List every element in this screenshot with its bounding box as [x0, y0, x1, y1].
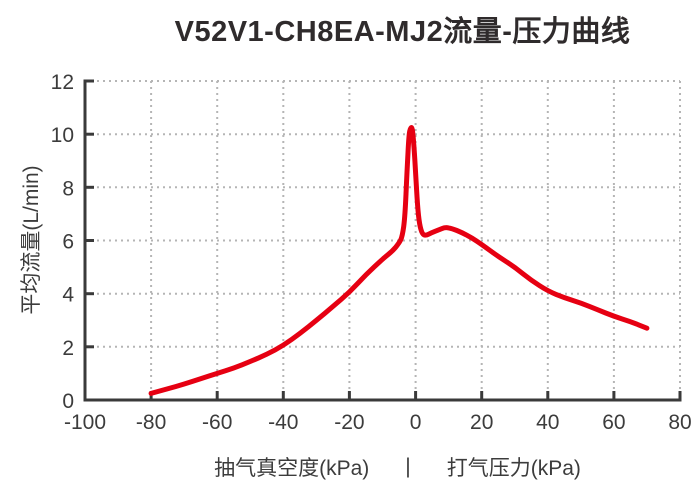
x-tick-label: -20 [334, 411, 364, 434]
x-tick-label: 0 [410, 411, 422, 434]
chart-title: V52V1-CH8EA-MJ2流量-压力曲线 [174, 16, 631, 48]
x-tick-label: -60 [202, 411, 232, 434]
y-tick-label: 12 [51, 71, 74, 94]
x-axis-label-vacuum: 抽气真空度(kPa) [214, 457, 370, 480]
y-tick-label: 0 [62, 390, 74, 413]
x-axis-label-separator: | [405, 455, 411, 478]
y-tick-label: 6 [62, 231, 74, 254]
y-axis-title: 平均流量(L/min) [20, 165, 43, 315]
x-tick-label: 60 [602, 411, 625, 434]
y-tick-label: 10 [51, 124, 74, 147]
x-axis-caption: 抽气真空度(kPa) | 打气压力(kPa) [85, 452, 680, 482]
x-tick-label: 80 [668, 411, 691, 434]
x-tick-label: -80 [136, 411, 166, 434]
x-tick-label: -40 [268, 411, 298, 434]
x-tick-label: -100 [64, 411, 106, 434]
y-tick-label: 8 [62, 177, 74, 200]
y-tick-label: 2 [62, 337, 74, 360]
y-tick-label: 4 [62, 284, 74, 307]
x-axis-label-pressure: 打气压力(kPa) [446, 457, 581, 480]
x-tick-label: 20 [470, 411, 493, 434]
flow-pressure-curve [148, 125, 650, 396]
x-tick-label: 40 [536, 411, 559, 434]
